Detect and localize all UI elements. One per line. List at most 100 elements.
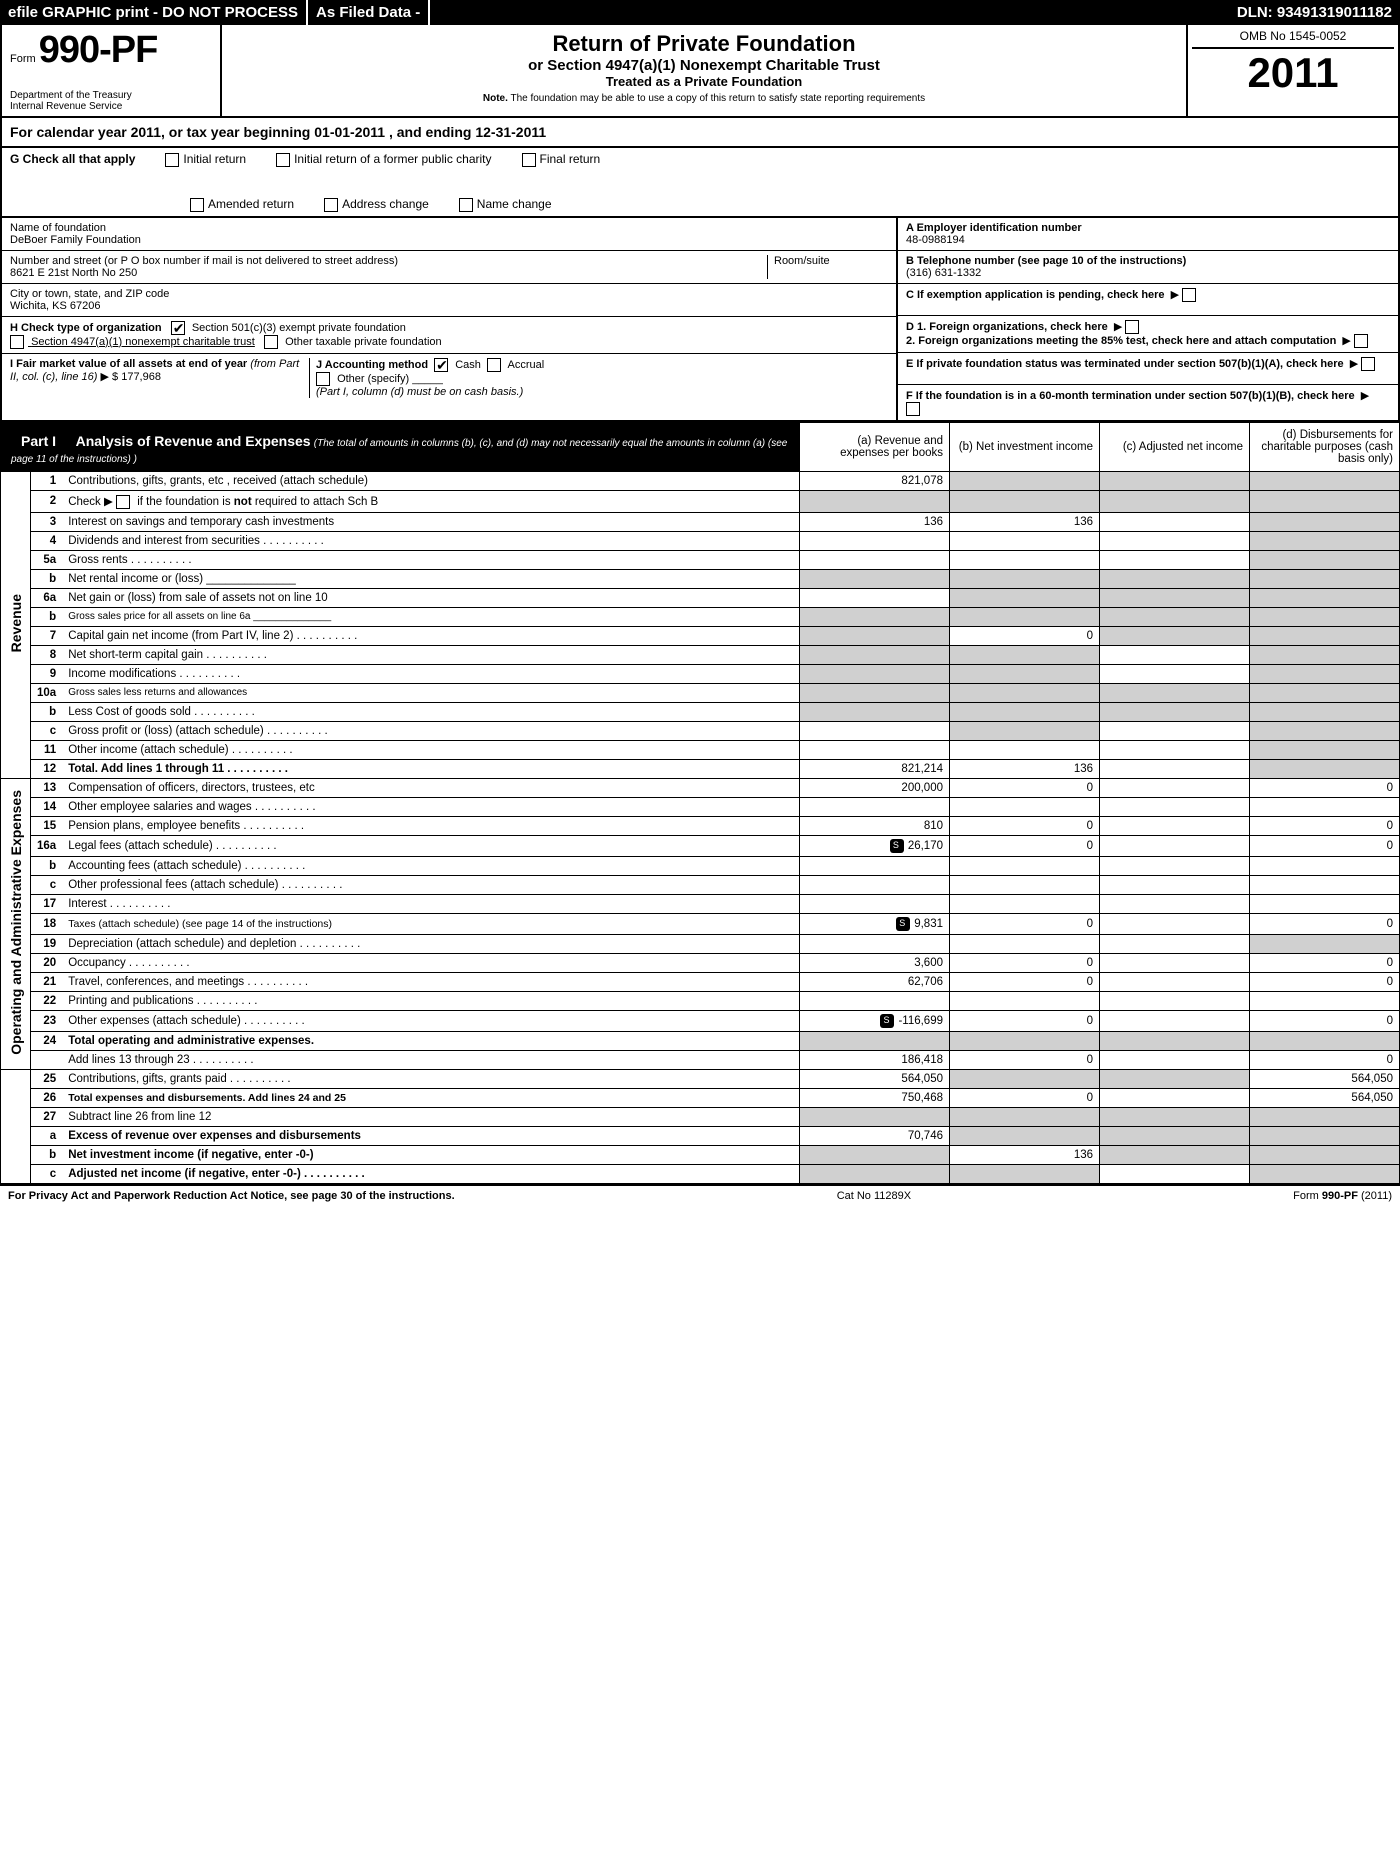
year: 2011 bbox=[1192, 49, 1394, 97]
row-num: 11 bbox=[31, 740, 63, 759]
table-row: cGross profit or (loss) (attach schedule… bbox=[1, 721, 1400, 740]
checkbox-icon[interactable] bbox=[1354, 334, 1368, 348]
row-desc: Net short-term capital gain bbox=[62, 645, 799, 664]
footer-left: For Privacy Act and Paperwork Reduction … bbox=[8, 1190, 455, 1202]
cell-c bbox=[1100, 875, 1250, 894]
cell-d bbox=[1250, 588, 1400, 607]
row-desc: Total operating and administrative expen… bbox=[62, 1031, 799, 1050]
info-left: Name of foundation DeBoer Family Foundat… bbox=[2, 218, 898, 420]
row-num: 3 bbox=[31, 512, 63, 531]
row-desc: Other professional fees (attach schedule… bbox=[62, 875, 799, 894]
row-num: c bbox=[31, 875, 63, 894]
table-row: 4Dividends and interest from securities bbox=[1, 531, 1400, 550]
checkbox-icon[interactable] bbox=[190, 198, 204, 212]
topbar: efile GRAPHIC print - DO NOT PROCESS As … bbox=[0, 0, 1400, 25]
cell-b bbox=[950, 934, 1100, 953]
table-row: 2Check ▶ if the foundation is not requir… bbox=[1, 490, 1400, 512]
cell-a: -116,699 bbox=[800, 1010, 950, 1031]
row-desc: Depreciation (attach schedule) and deple… bbox=[62, 934, 799, 953]
attachment-icon[interactable] bbox=[880, 1014, 894, 1028]
row-num: 7 bbox=[31, 626, 63, 645]
row-desc: Occupancy bbox=[62, 953, 799, 972]
cell-a bbox=[800, 934, 950, 953]
cell-a: 821,214 bbox=[800, 759, 950, 778]
cell-c bbox=[1100, 816, 1250, 835]
row-desc: Net investment income (if negative, ente… bbox=[62, 1145, 799, 1164]
cell-b bbox=[950, 894, 1100, 913]
row-desc: Excess of revenue over expenses and disb… bbox=[62, 1126, 799, 1145]
row-desc: Other income (attach schedule) bbox=[62, 740, 799, 759]
cell-d bbox=[1250, 607, 1400, 626]
table-row: 5aGross rents bbox=[1, 550, 1400, 569]
row-num: 20 bbox=[31, 953, 63, 972]
row-desc: Check ▶ if the foundation is not require… bbox=[62, 490, 799, 512]
row-num: 2 bbox=[31, 490, 63, 512]
d-row: D 1. Foreign organizations, check here ▶… bbox=[898, 316, 1398, 353]
row-num: 4 bbox=[31, 531, 63, 550]
cell-c bbox=[1100, 588, 1250, 607]
cell-b bbox=[950, 1069, 1100, 1088]
cell-d: 0 bbox=[1250, 913, 1400, 934]
f-label: F If the foundation is in a 60-month ter… bbox=[906, 390, 1355, 402]
table-row: 8Net short-term capital gain bbox=[1, 645, 1400, 664]
cell-c bbox=[1100, 759, 1250, 778]
checkbox-icon[interactable] bbox=[276, 153, 290, 167]
cell-b bbox=[950, 1164, 1100, 1183]
cell-a bbox=[800, 626, 950, 645]
attachment-icon[interactable] bbox=[896, 917, 910, 931]
cell-a bbox=[800, 740, 950, 759]
checkbox-icon[interactable] bbox=[165, 153, 179, 167]
cell-b bbox=[950, 588, 1100, 607]
table-row: Revenue 1Contributions, gifts, grants, e… bbox=[1, 471, 1400, 490]
table-row: 15Pension plans, employee benefits81000 bbox=[1, 816, 1400, 835]
checkbox-icon[interactable] bbox=[487, 358, 501, 372]
cell-a bbox=[800, 1031, 950, 1050]
table-row: 19Depreciation (attach schedule) and dep… bbox=[1, 934, 1400, 953]
cell-d bbox=[1250, 740, 1400, 759]
checkbox-icon[interactable] bbox=[1182, 288, 1196, 302]
cell-d bbox=[1250, 894, 1400, 913]
cell-b bbox=[950, 1107, 1100, 1126]
i-val: 177,968 bbox=[121, 371, 161, 383]
cell-b: 0 bbox=[950, 835, 1100, 856]
cell-b: 136 bbox=[950, 759, 1100, 778]
title-main: Return of Private Foundation bbox=[228, 31, 1180, 57]
checkbox-icon[interactable] bbox=[906, 402, 920, 416]
checkbox-checked-icon[interactable] bbox=[171, 321, 185, 335]
cell-a bbox=[800, 894, 950, 913]
checkbox-icon[interactable] bbox=[324, 198, 338, 212]
checkbox-icon[interactable] bbox=[1361, 357, 1375, 371]
revenue-rotate: Revenue bbox=[1, 471, 31, 778]
cell-a bbox=[800, 683, 950, 702]
dept2: Internal Revenue Service bbox=[10, 101, 212, 112]
row-num: 14 bbox=[31, 797, 63, 816]
attachment-icon[interactable] bbox=[890, 839, 904, 853]
row-desc: Net rental income or (loss) ____________… bbox=[62, 569, 799, 588]
row-desc: Gross sales less returns and allowances bbox=[62, 683, 799, 702]
cell-b bbox=[950, 664, 1100, 683]
checkbox-icon[interactable] bbox=[264, 335, 278, 349]
cell-c bbox=[1100, 778, 1250, 797]
checkbox-icon[interactable] bbox=[459, 198, 473, 212]
check-row: G Check all that apply Initial return In… bbox=[0, 148, 1400, 218]
checkbox-icon[interactable] bbox=[316, 372, 330, 386]
title-cell: Return of Private Foundation or Section … bbox=[222, 25, 1188, 116]
checkbox-icon[interactable] bbox=[116, 495, 130, 509]
check-final: Final return bbox=[522, 152, 601, 167]
cell-b: 0 bbox=[950, 913, 1100, 934]
checkbox-icon[interactable] bbox=[522, 153, 536, 167]
cell-c bbox=[1100, 721, 1250, 740]
checkbox-icon[interactable] bbox=[10, 335, 24, 349]
cell-c bbox=[1100, 607, 1250, 626]
cell-a bbox=[800, 531, 950, 550]
i-label: I Fair market value of all assets at end… bbox=[10, 358, 250, 370]
row-desc: Subtract line 26 from line 12 bbox=[62, 1107, 799, 1126]
i-sym: $ bbox=[112, 371, 118, 383]
checkbox-checked-icon[interactable] bbox=[434, 358, 448, 372]
cell-b bbox=[950, 490, 1100, 512]
note-label: Note. bbox=[483, 93, 508, 104]
table-row: 6aNet gain or (loss) from sale of assets… bbox=[1, 588, 1400, 607]
checkbox-icon[interactable] bbox=[1125, 320, 1139, 334]
cell-c bbox=[1100, 1088, 1250, 1107]
room-label: Room/suite bbox=[774, 255, 888, 267]
